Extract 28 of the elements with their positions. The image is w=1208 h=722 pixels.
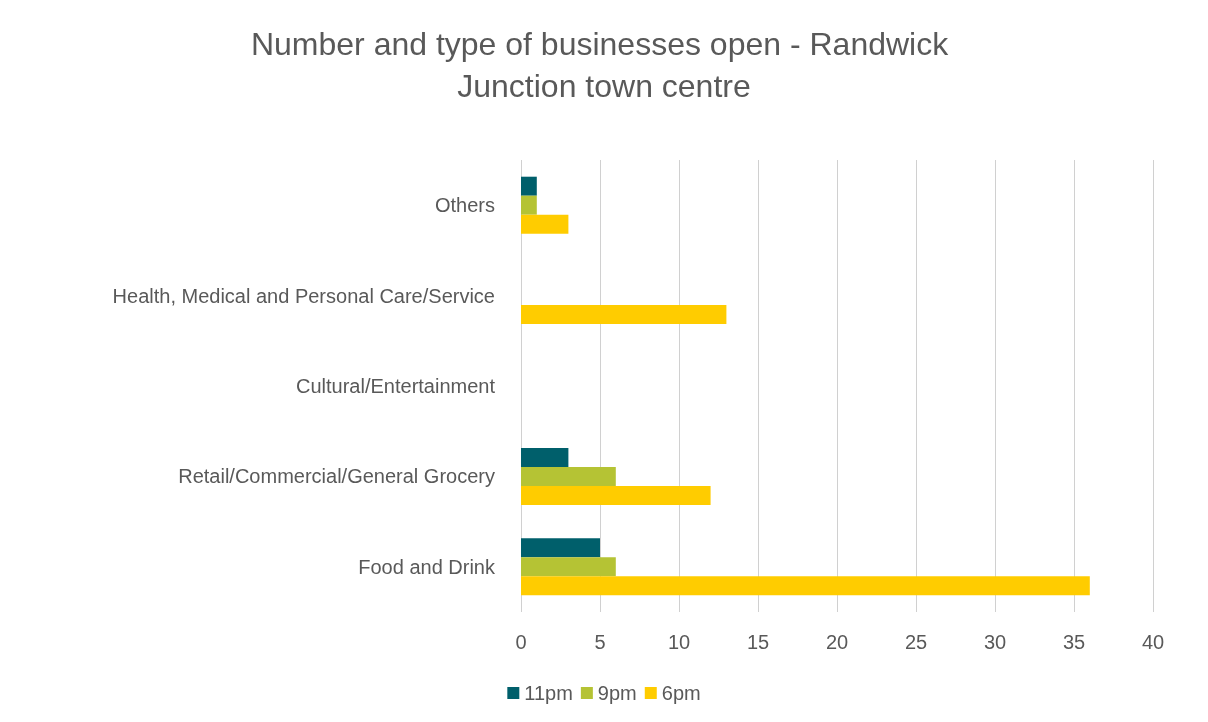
legend-label: 9pm <box>597 682 637 704</box>
bar <box>521 538 600 558</box>
bar <box>521 557 616 577</box>
x-tick-label: 10 <box>667 631 691 653</box>
y-tick-label: Retail/Commercial/General Grocery <box>178 465 495 488</box>
x-tick-label: 40 <box>1141 631 1165 653</box>
x-tick-label: 20 <box>825 631 849 653</box>
legend-label: 6pm <box>661 682 701 704</box>
y-tick-label: Health, Medical and Personal Care/Service <box>112 284 495 307</box>
bar <box>521 485 711 505</box>
x-tick-label: 5 <box>594 631 606 653</box>
bar <box>521 466 616 486</box>
y-tick-label: Cultural/Entertainment <box>296 375 496 397</box>
x-tick-label: 25 <box>904 631 928 653</box>
bar <box>521 176 537 196</box>
y-tick-label: Others <box>434 194 495 217</box>
bar <box>521 195 537 215</box>
x-tick-label: 30 <box>983 631 1007 653</box>
bar <box>521 214 569 234</box>
chart-title: Number and type of businesses open - Randwick Junction town centre <box>250 26 958 104</box>
x-tick-label: 15 <box>746 631 770 653</box>
legend-label: 11pm <box>524 682 573 704</box>
bar <box>521 576 1090 596</box>
bar <box>521 305 727 325</box>
bar <box>521 447 569 467</box>
y-tick-label: Food and Drink <box>358 555 496 578</box>
x-tick-label: 0 <box>515 631 527 653</box>
x-tick-label: 35 <box>1062 631 1086 653</box>
